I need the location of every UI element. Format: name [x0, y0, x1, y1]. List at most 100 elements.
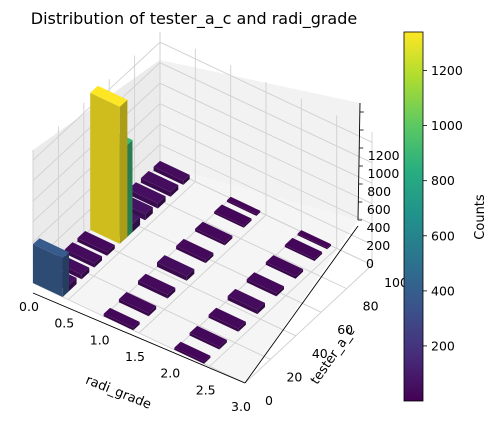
bar-side-face: [295, 269, 304, 279]
bar-side-face: [62, 252, 69, 297]
bar-front-face: [157, 262, 187, 281]
bar-side-face: [167, 287, 176, 299]
bar: [153, 160, 190, 185]
bar-side-face: [119, 99, 128, 244]
bar-side-face: [205, 252, 214, 264]
y-axis-line: [244, 225, 359, 384]
x-tick-label: 1.5: [125, 349, 145, 364]
bar: [208, 307, 246, 332]
colorbar-ticks: 200 400 600 800 1000 1200: [423, 63, 463, 353]
bar: [77, 231, 115, 256]
bar-front-face: [214, 211, 244, 228]
bar-side-face: [224, 235, 233, 246]
bar-front-face: [140, 178, 171, 197]
bar: [174, 341, 211, 364]
colorbar-tick-label: 400: [431, 283, 455, 298]
bar: [284, 237, 323, 261]
colorbar-tick-label: 1000: [431, 118, 463, 133]
bar-side-face: [183, 174, 190, 185]
bar-top-face: [214, 204, 252, 226]
colorbar: 200 400 600 800 1000 1200 Counts: [403, 31, 488, 402]
colorbar-tick-label: 600: [431, 228, 455, 243]
y-tick-label: 60: [337, 322, 353, 337]
z-tick-label: 600: [367, 202, 391, 217]
bar-side-face: [257, 302, 265, 315]
y-tick-label: 40: [312, 346, 328, 361]
bar-top-face: [103, 307, 140, 328]
bar-side-face: [132, 216, 141, 233]
y-tick-label: 80: [363, 299, 379, 314]
bar: [214, 204, 252, 228]
x-tick-label: 2.0: [160, 366, 180, 381]
bar-top-face: [153, 160, 190, 181]
bar-top-face: [64, 242, 102, 264]
z-tick-label: 400: [367, 220, 391, 235]
bar-side-face: [327, 244, 331, 250]
y-tick-label: 100: [384, 275, 408, 290]
bar-side-face: [148, 306, 157, 317]
bar: [176, 238, 214, 264]
z-axis-line: [357, 102, 361, 221]
bar: [157, 255, 195, 281]
x-tick-label: 0.0: [19, 299, 39, 314]
colorbar-gradient: [403, 31, 424, 402]
bar-top-face: [176, 238, 214, 260]
bar-front-face: [153, 166, 184, 185]
x-tick-label: 0.5: [54, 316, 74, 331]
bar-side-face: [219, 339, 227, 350]
bar-front-face: [195, 228, 225, 246]
z-ticks: 0 200 400 600 800 1000 1200: [358, 111, 400, 271]
bar-top-face: [297, 230, 331, 248]
y-tick-label: 0: [265, 393, 273, 408]
bar-front-face: [246, 279, 277, 297]
y-tick-label: 20: [286, 369, 302, 384]
bar: [118, 292, 157, 317]
bar-side-face: [157, 196, 166, 209]
bar: [195, 221, 233, 246]
bar-front-face: [226, 200, 257, 216]
bar-side-face: [69, 277, 77, 292]
bar-front-face: [227, 296, 258, 315]
bar: [226, 196, 261, 216]
bar-top-face: [174, 341, 211, 362]
bar-side-face: [133, 321, 140, 331]
bar-top-face: [246, 272, 284, 294]
bar: [140, 171, 179, 197]
bar-top-face: [265, 255, 304, 277]
bar: [227, 288, 265, 315]
z-tick-label: 200: [366, 238, 390, 253]
bar-top-face: [189, 325, 227, 347]
bar-side-face: [314, 251, 323, 261]
x-axis-label: radi_grade: [83, 373, 153, 413]
z-tick-label: 800: [367, 184, 391, 199]
x-tick-label: 1.0: [90, 332, 110, 347]
bar-front-face: [297, 233, 328, 250]
bar: [297, 230, 331, 250]
bar-front-face: [189, 332, 220, 350]
bars-group: [33, 85, 331, 364]
bar-front-face: [265, 262, 296, 279]
bar-side-face: [256, 210, 261, 216]
bar: [138, 273, 176, 299]
colorbar-tick-label: 1200: [431, 63, 463, 78]
bar-side-face: [145, 207, 153, 221]
y-ticks: 0 20 40 60 80 100: [265, 275, 408, 408]
bar-top-face: [157, 255, 195, 277]
bar-top-face: [226, 196, 261, 215]
x-tick-label: 2.5: [196, 382, 216, 397]
bar-side-face: [170, 185, 179, 197]
bar-front-face: [174, 347, 204, 364]
bar-top-face: [227, 288, 265, 310]
x-axis-line: [32, 292, 246, 384]
bar: [246, 272, 284, 297]
bar-side-face: [107, 245, 115, 256]
colorbar-label: Counts: [473, 194, 488, 240]
bar-front-face: [128, 189, 158, 209]
bar-side-face: [276, 286, 284, 297]
bar-side-face: [81, 267, 90, 280]
bar-top-face: [33, 238, 69, 259]
bar-front-face: [208, 314, 239, 332]
bar-front-face: [33, 244, 63, 297]
bar: [128, 182, 166, 209]
